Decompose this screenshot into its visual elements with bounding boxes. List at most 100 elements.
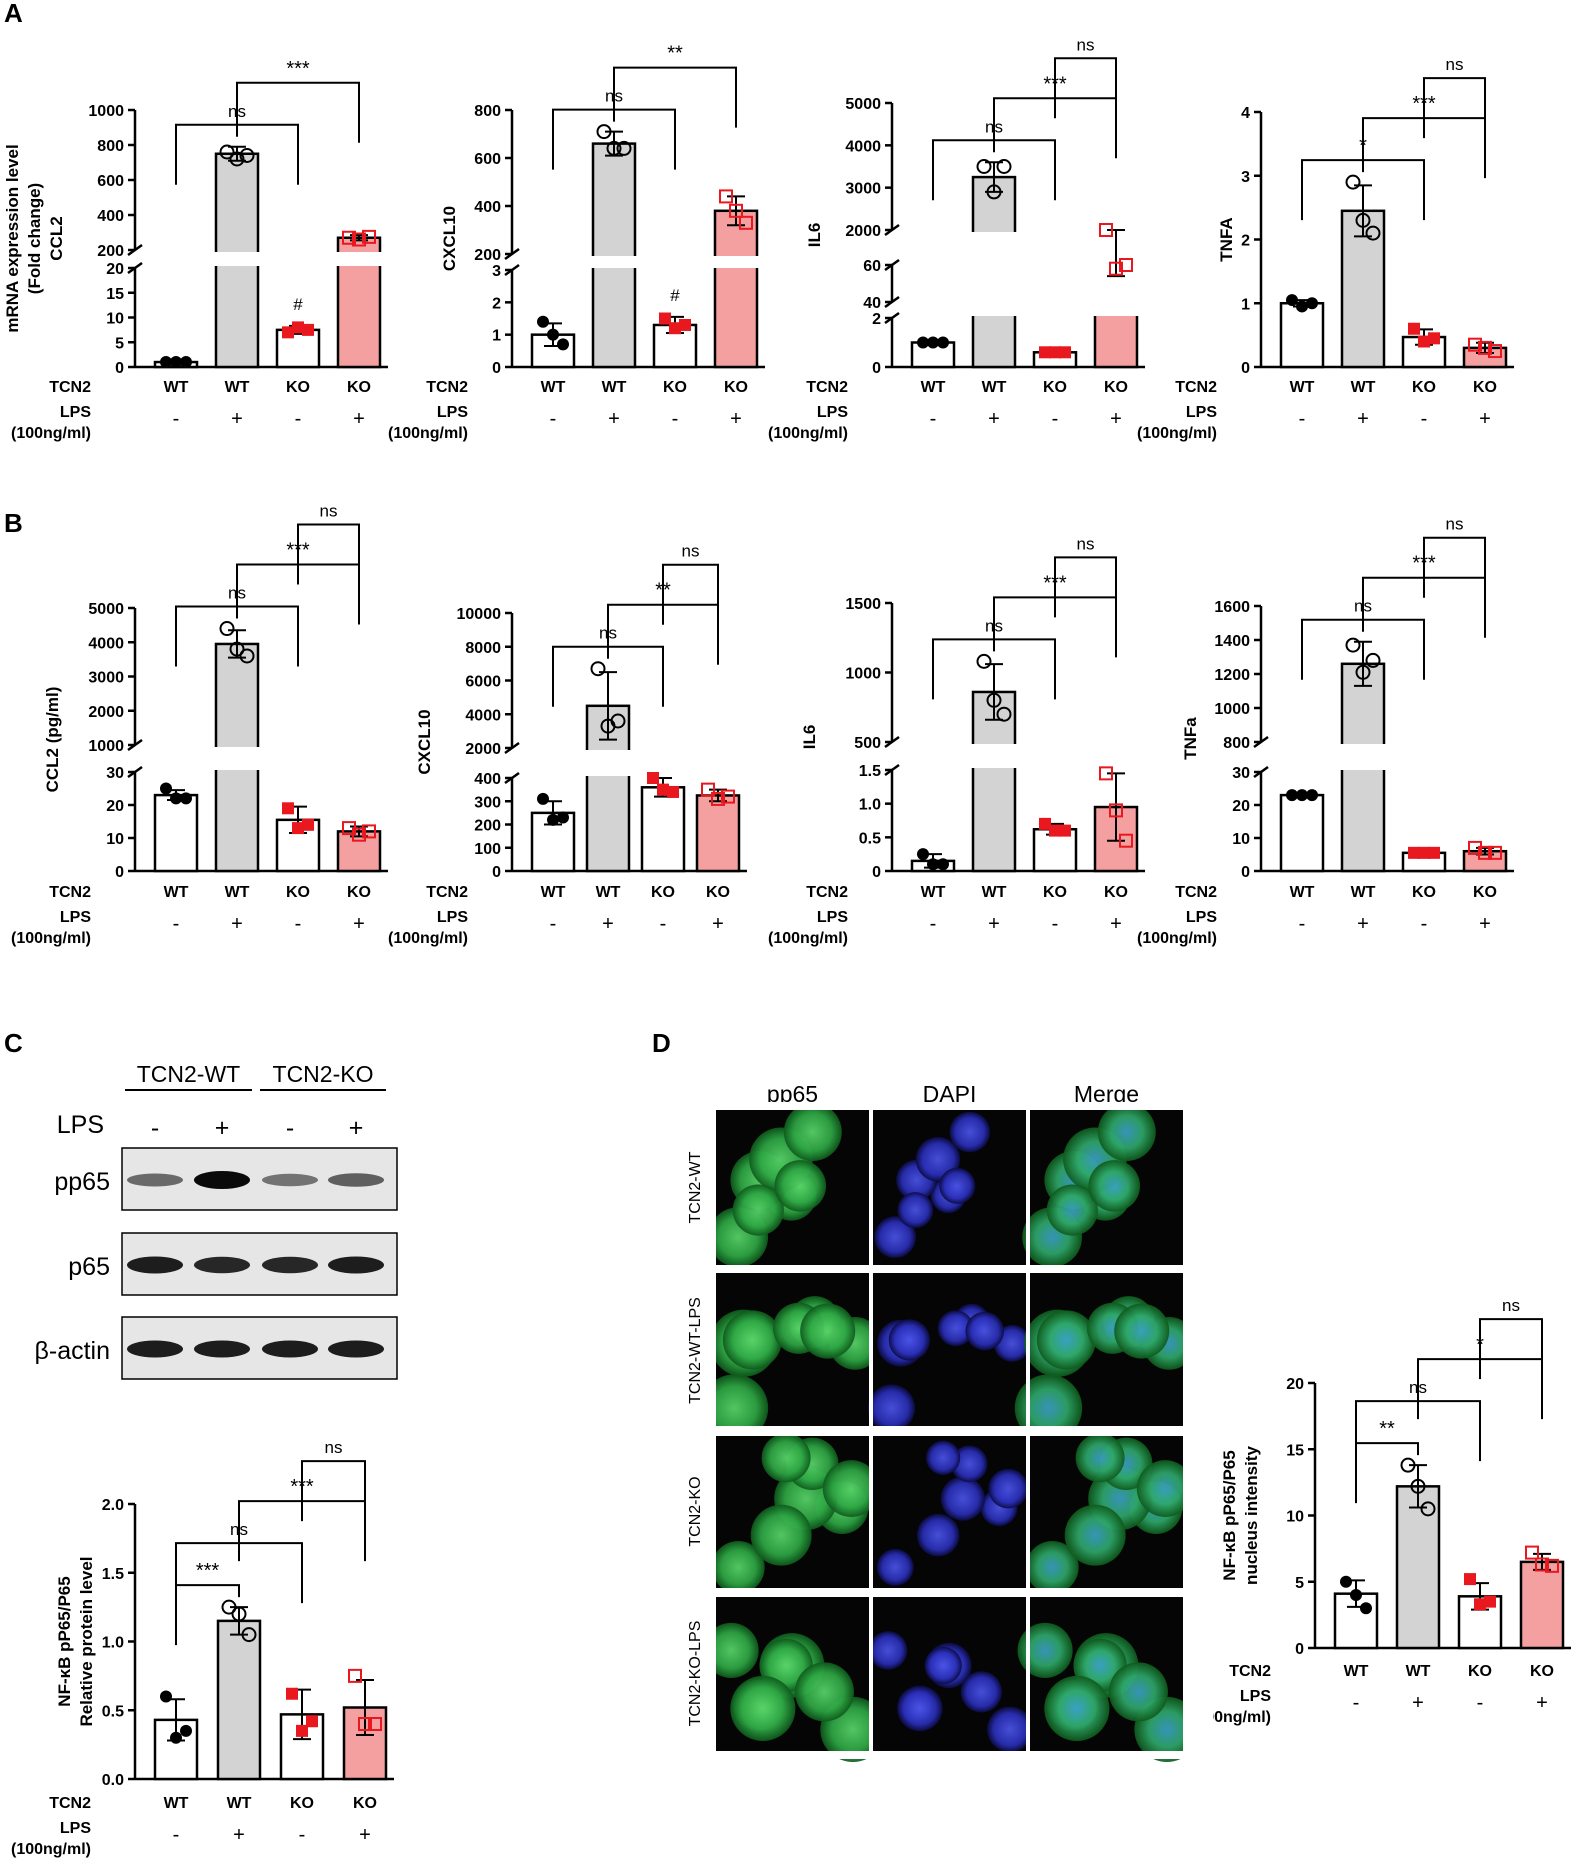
y-tick-label: 0 <box>1241 360 1250 377</box>
y-tick-label: 3000 <box>88 670 124 687</box>
y-tick-label: 4 <box>1241 105 1250 122</box>
marker-label: # <box>670 286 680 305</box>
data-point <box>669 322 681 335</box>
data-point <box>739 215 753 230</box>
condition-lps-value: - <box>660 913 667 935</box>
data-point <box>1049 346 1061 359</box>
condition-tcn2-value: KO <box>290 1795 314 1812</box>
data-point <box>229 151 245 167</box>
condition-tcn2-value: WT <box>164 1795 189 1812</box>
data-point <box>219 144 235 160</box>
condition-label-dose: (100ng/ml) <box>11 930 91 947</box>
data-point <box>976 159 992 174</box>
data-point <box>180 356 192 369</box>
y-tick-label: 2 <box>872 311 881 328</box>
condition-lps-value: + <box>602 913 614 935</box>
significance-label: ns <box>682 542 700 561</box>
microscopy-row-label: TCN2-WT-LPS <box>687 1297 704 1404</box>
significance-bracket <box>1054 57 1117 119</box>
y-tick-label: 15 <box>106 286 124 303</box>
y-tick-label: 600 <box>97 173 124 190</box>
condition-label-tcn2: TCN2 <box>806 884 848 901</box>
microscopy-cell <box>1088 1160 1141 1212</box>
data-point <box>547 813 559 826</box>
microscopy-cell <box>1064 1504 1126 1566</box>
condition-lps-value: + <box>1357 913 1369 935</box>
condition-lps-value: + <box>231 408 243 430</box>
condition-tcn2-value: WT <box>541 379 566 396</box>
data-point <box>537 792 549 805</box>
bar-break-gap <box>971 232 1017 316</box>
y-tick-label: 30 <box>106 765 124 782</box>
condition-lps-value: - <box>1477 1692 1484 1714</box>
significance-label: ** <box>667 43 683 65</box>
y-tick-label: 300 <box>474 794 501 811</box>
condition-tcn2-value: WT <box>602 379 627 396</box>
significance-label: ns <box>325 1438 343 1457</box>
data-point <box>160 782 172 795</box>
bar-1 <box>153 793 199 873</box>
y-tick-label: 40 <box>863 295 881 312</box>
condition-tcn2-value: KO <box>706 884 730 901</box>
data-point <box>1535 1557 1549 1572</box>
panel-mask-top <box>700 1102 1213 1110</box>
data-point <box>1360 1602 1372 1615</box>
data-point <box>296 1724 308 1737</box>
condition-lps-value: - <box>550 408 557 430</box>
chart-b-cxcl10: 0100200300400200040006000800010000ns**ns… <box>388 542 747 947</box>
y-tick-label: 3 <box>1241 169 1250 186</box>
data-point <box>1365 225 1381 241</box>
data-point <box>352 827 366 842</box>
bar-break-gap <box>713 256 759 268</box>
condition-tcn2-value: WT <box>982 884 1007 901</box>
microscopy-cell <box>940 1476 985 1521</box>
blot-row-label: β-actin <box>34 1337 110 1365</box>
y-tick-label: 100 <box>474 841 501 858</box>
data-point <box>679 318 691 331</box>
blot-band <box>328 1340 384 1358</box>
y-axis-label: Relative protein level <box>77 1556 96 1726</box>
y-tick-label: 1.0 <box>859 797 881 814</box>
condition-lps-value: + <box>1412 1692 1424 1714</box>
data-point <box>348 1668 362 1683</box>
condition-lps-value: - <box>672 408 679 430</box>
panel-mask-gap <box>869 1430 873 1593</box>
condition-tcn2-value: WT <box>982 379 1007 396</box>
data-point <box>986 692 1002 708</box>
blot-group-label: TCN2-KO <box>273 1061 374 1087</box>
blot-lps-sign: + <box>215 1114 230 1142</box>
data-point <box>368 1717 382 1731</box>
data-point <box>657 783 669 796</box>
condition-tcn2-value: KO <box>1412 379 1436 396</box>
data-point <box>557 338 569 351</box>
microscopy-cell <box>960 1671 1003 1713</box>
significance-label: ** <box>1379 1418 1395 1440</box>
y-tick-label: 0 <box>115 360 124 377</box>
significance-bracket <box>1423 77 1486 139</box>
significance-bracket <box>613 66 737 128</box>
y-axis-label: IL6 <box>800 725 819 750</box>
data-point <box>986 184 1002 200</box>
y-axis-label: CXCL10 <box>440 206 459 271</box>
y-tick-label: 1 <box>492 328 501 345</box>
data-point <box>917 848 929 861</box>
microscopy-cell <box>924 1646 962 1685</box>
y-tick-label: 800 <box>1223 735 1250 752</box>
condition-tcn2-value: KO <box>286 379 310 396</box>
data-point <box>1296 300 1308 313</box>
data-point <box>557 811 569 824</box>
y-tick-label: 1000 <box>1214 701 1250 718</box>
bar-3 <box>652 323 698 369</box>
microscopy-panel <box>1022 1103 1183 1268</box>
data-point <box>180 1724 192 1737</box>
panel-mask-gap <box>1026 1592 1030 1755</box>
data-point <box>241 1627 257 1643</box>
microscopy-cell <box>1014 1374 1083 1442</box>
significance-bracket <box>1479 1318 1543 1380</box>
data-point <box>352 232 366 247</box>
significance-bracket <box>175 1584 240 1646</box>
panel-mask-top <box>700 1426 1213 1434</box>
panel-mask-left <box>700 1566 716 1781</box>
microscopy-cell <box>1025 1540 1079 1594</box>
y-axis-label: (Fold change) <box>25 183 44 294</box>
